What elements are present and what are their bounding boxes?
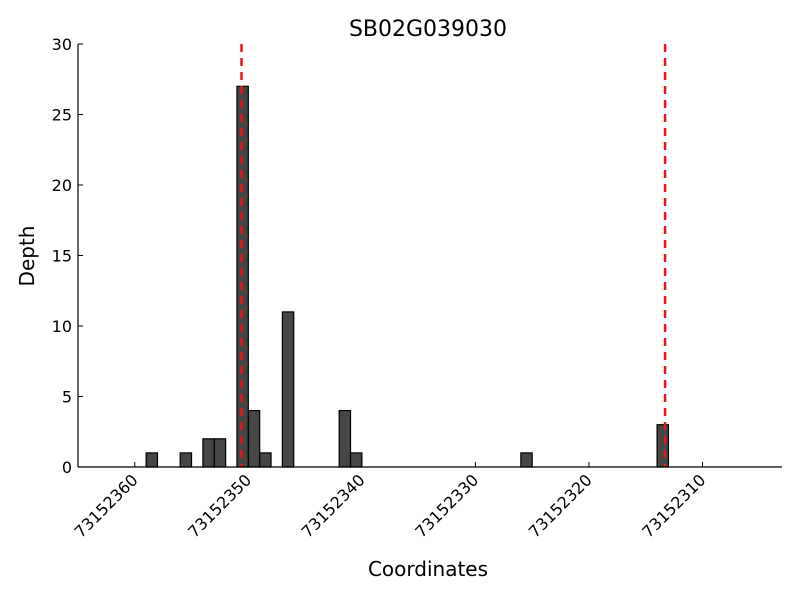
bar xyxy=(281,311,295,468)
y-tick-label: 20 xyxy=(52,176,72,195)
x-tick-label: 73152330 xyxy=(411,470,482,541)
y-tick-label: 15 xyxy=(52,247,72,266)
bar xyxy=(179,452,193,468)
y-tick-label: 0 xyxy=(62,458,72,477)
x-tick-label: 73152320 xyxy=(525,470,596,541)
reference-lines-group xyxy=(240,44,667,467)
bar xyxy=(259,452,272,468)
chart-title: SB02G039030 xyxy=(349,17,507,42)
bars-group xyxy=(145,85,670,468)
y-tick-label: 5 xyxy=(62,388,72,407)
y-tick-label: 30 xyxy=(52,35,72,54)
axes-group xyxy=(77,44,782,468)
y-tick-label: 25 xyxy=(52,106,72,125)
bar xyxy=(656,424,670,468)
x-ticks-group: 73152360 73152350 73152340 73152330 73152320… xyxy=(71,462,709,541)
bar xyxy=(202,438,215,468)
x-tick-label: 73152340 xyxy=(298,470,369,541)
x-tick-label: 73152360 xyxy=(71,470,142,541)
x-tick-label: 73152310 xyxy=(638,470,709,541)
bar xyxy=(349,452,363,468)
bar xyxy=(247,410,261,468)
bar xyxy=(145,452,159,468)
bar xyxy=(338,410,352,468)
x-axis-label: Coordinates xyxy=(368,557,488,581)
y-axis-label: Depth xyxy=(15,226,39,287)
y-tick-label: 10 xyxy=(52,317,72,336)
x-tick-label: 73152350 xyxy=(184,470,255,541)
y-ticks-group: 0 5 10 15 20 25 30 xyxy=(52,35,83,477)
bar xyxy=(520,452,533,468)
bar xyxy=(213,438,227,468)
